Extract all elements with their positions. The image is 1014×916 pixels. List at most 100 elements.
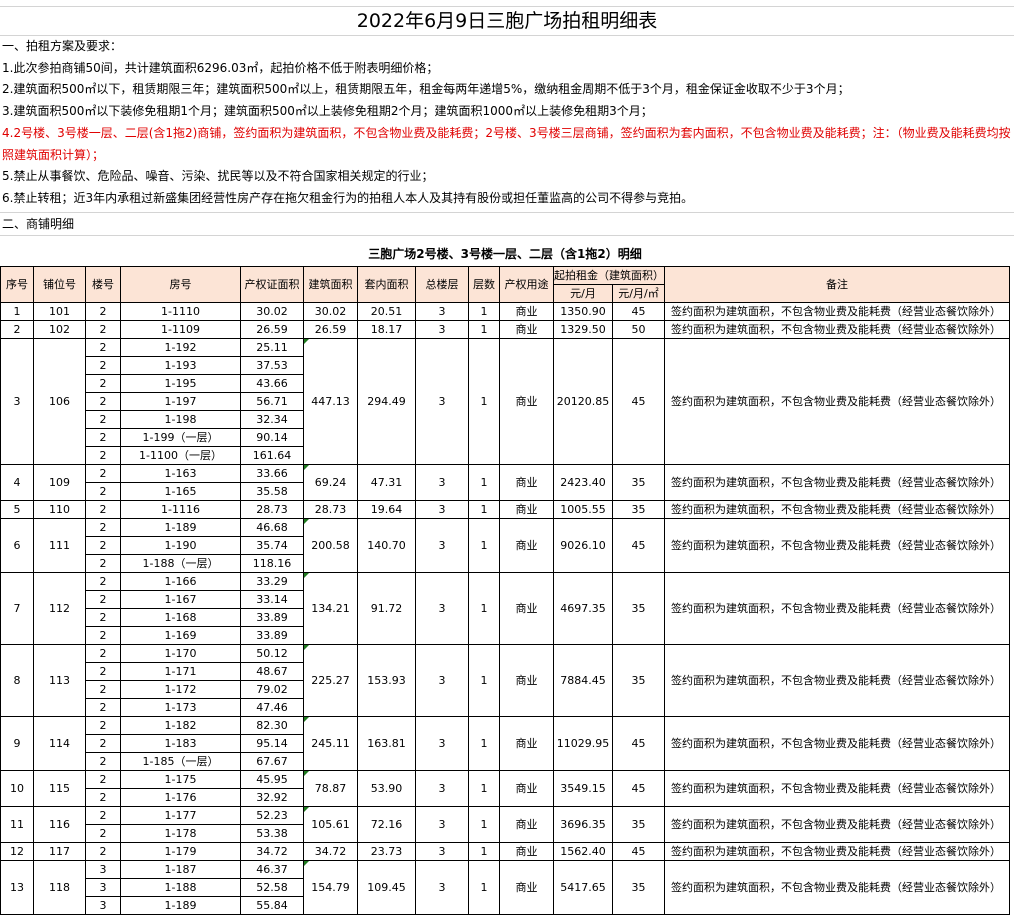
- building-cell[interactable]: 3: [85, 895, 121, 915]
- room-cell[interactable]: 1-190: [120, 535, 241, 555]
- cert-area-cell[interactable]: 35.58: [240, 481, 304, 501]
- room-cell[interactable]: 1-171: [120, 661, 241, 681]
- header-total-floors[interactable]: 总楼层: [415, 265, 469, 303]
- room-cell[interactable]: 1-187: [120, 859, 241, 879]
- floor-cell[interactable]: 1: [468, 301, 500, 321]
- total-floors-cell[interactable]: 3: [415, 859, 469, 915]
- cert-area-cell[interactable]: 161.64: [240, 445, 304, 465]
- room-cell[interactable]: 1-188（一层）: [120, 553, 241, 573]
- inner-area-cell[interactable]: 109.45: [357, 859, 416, 915]
- shop-number-cell[interactable]: 114: [33, 715, 86, 771]
- building-cell[interactable]: 2: [85, 445, 121, 465]
- total-floors-cell[interactable]: 3: [415, 463, 469, 501]
- room-cell[interactable]: 1-188: [120, 877, 241, 897]
- room-cell[interactable]: 1-166: [120, 571, 241, 591]
- building-cell[interactable]: 2: [85, 355, 121, 375]
- shop-number-cell[interactable]: 117: [33, 841, 86, 861]
- room-cell[interactable]: 1-189: [120, 517, 241, 537]
- cert-area-cell[interactable]: 34.72: [240, 841, 304, 861]
- total-floors-cell[interactable]: 3: [415, 715, 469, 771]
- seq-cell[interactable]: 13: [0, 859, 34, 915]
- shop-number-cell[interactable]: 115: [33, 769, 86, 807]
- use-cell[interactable]: 商业: [499, 463, 554, 501]
- seq-cell[interactable]: 8: [0, 643, 34, 717]
- building-cell[interactable]: 3: [85, 859, 121, 879]
- cert-area-cell[interactable]: 55.84: [240, 895, 304, 915]
- cert-area-cell[interactable]: 33.89: [240, 625, 304, 645]
- floor-cell[interactable]: 1: [468, 805, 500, 843]
- room-cell[interactable]: 1-168: [120, 607, 241, 627]
- inner-area-cell[interactable]: 53.90: [357, 769, 416, 807]
- room-cell[interactable]: 1-195: [120, 373, 241, 393]
- inner-area-cell[interactable]: 153.93: [357, 643, 416, 717]
- use-cell[interactable]: 商业: [499, 715, 554, 771]
- inner-area-cell[interactable]: 47.31: [357, 463, 416, 501]
- cert-area-cell[interactable]: 33.89: [240, 607, 304, 627]
- note-cell[interactable]: 签约面积为建筑面积，不包含物业费及能耗费（经营业态餐饮除外）: [664, 301, 1010, 321]
- building-area-cell[interactable]: 225.27: [303, 643, 358, 717]
- note-cell[interactable]: 签约面积为建筑面积，不包含物业费及能耗费（经营业态餐饮除外）: [664, 715, 1010, 771]
- use-cell[interactable]: 商业: [499, 337, 554, 465]
- rent-unit-cell[interactable]: 50: [612, 319, 665, 339]
- rent-month-cell[interactable]: 11029.95: [553, 715, 613, 771]
- header-shop[interactable]: 铺位号: [33, 265, 86, 303]
- rule-2[interactable]: 2.建筑面积500㎡以下，租赁期限三年；建筑面积500㎡以上，租赁期限五年，租金…: [2, 82, 850, 97]
- room-cell[interactable]: 1-178: [120, 823, 241, 843]
- room-cell[interactable]: 1-169: [120, 625, 241, 645]
- rent-unit-cell[interactable]: 35: [612, 859, 665, 915]
- room-cell[interactable]: 1-192: [120, 337, 241, 357]
- rule-4[interactable]: 4.2号楼、3号楼一层、二层(含1拖2)商铺，签约面积为建筑面积，不包含物业费及…: [2, 125, 1011, 162]
- building-area-cell[interactable]: 26.59: [303, 319, 358, 339]
- cert-area-cell[interactable]: 90.14: [240, 427, 304, 447]
- building-cell[interactable]: 2: [85, 481, 121, 501]
- floor-cell[interactable]: 1: [468, 571, 500, 645]
- cert-area-cell[interactable]: 52.58: [240, 877, 304, 897]
- room-cell[interactable]: 1-197: [120, 391, 241, 411]
- room-cell[interactable]: 1-163: [120, 463, 241, 483]
- inner-area-cell[interactable]: 20.51: [357, 301, 416, 321]
- floor-cell[interactable]: 1: [468, 337, 500, 465]
- room-cell[interactable]: 1-179: [120, 841, 241, 861]
- header-inner-area[interactable]: 套内面积: [357, 265, 416, 303]
- note-cell[interactable]: 签约面积为建筑面积，不包含物业费及能耗费（经营业态餐饮除外）: [664, 769, 1010, 807]
- note-cell[interactable]: 签约面积为建筑面积，不包含物业费及能耗费（经营业态餐饮除外）: [664, 319, 1010, 339]
- floor-cell[interactable]: 1: [468, 499, 500, 519]
- building-cell[interactable]: 2: [85, 463, 121, 483]
- building-cell[interactable]: 2: [85, 319, 121, 339]
- use-cell[interactable]: 商业: [499, 769, 554, 807]
- rent-month-cell[interactable]: 9026.10: [553, 517, 613, 573]
- building-cell[interactable]: 2: [85, 553, 121, 573]
- use-cell[interactable]: 商业: [499, 643, 554, 717]
- floor-cell[interactable]: 1: [468, 517, 500, 573]
- total-floors-cell[interactable]: 3: [415, 337, 469, 465]
- seq-cell[interactable]: 12: [0, 841, 34, 861]
- rent-month-cell[interactable]: 1329.50: [553, 319, 613, 339]
- sheet-title[interactable]: 2022年6月9日三胞广场拍租明细表: [0, 7, 1014, 36]
- building-area-cell[interactable]: 30.02: [303, 301, 358, 321]
- room-cell[interactable]: 1-183: [120, 733, 241, 753]
- building-cell[interactable]: 2: [85, 391, 121, 411]
- floor-cell[interactable]: 1: [468, 463, 500, 501]
- shop-number-cell[interactable]: 102: [33, 319, 86, 339]
- inner-area-cell[interactable]: 23.73: [357, 841, 416, 861]
- cert-area-cell[interactable]: 33.66: [240, 463, 304, 483]
- header-rent-unit[interactable]: 元/月/㎡: [612, 283, 665, 303]
- seq-cell[interactable]: 7: [0, 571, 34, 645]
- room-cell[interactable]: 1-193: [120, 355, 241, 375]
- building-area-cell[interactable]: 105.61: [303, 805, 358, 843]
- cert-area-cell[interactable]: 30.02: [240, 301, 304, 321]
- rent-unit-cell[interactable]: 35: [612, 463, 665, 501]
- room-cell[interactable]: 1-167: [120, 589, 241, 609]
- cert-area-cell[interactable]: 52.23: [240, 805, 304, 825]
- rule-6[interactable]: 6.禁止转租；近3年内承租过新盛集团经营性房产存在拖欠租金行为的拍租人本人及其持…: [2, 190, 694, 205]
- shop-number-cell[interactable]: 111: [33, 517, 86, 573]
- room-cell[interactable]: 1-199（一层）: [120, 427, 241, 447]
- building-cell[interactable]: 2: [85, 769, 121, 789]
- room-cell[interactable]: 1-189: [120, 895, 241, 915]
- rent-unit-cell[interactable]: 35: [612, 805, 665, 843]
- cert-area-cell[interactable]: 35.74: [240, 535, 304, 555]
- room-cell[interactable]: 1-1110: [120, 301, 241, 321]
- building-area-cell[interactable]: 69.24: [303, 463, 358, 501]
- total-floors-cell[interactable]: 3: [415, 769, 469, 807]
- building-cell[interactable]: 2: [85, 535, 121, 555]
